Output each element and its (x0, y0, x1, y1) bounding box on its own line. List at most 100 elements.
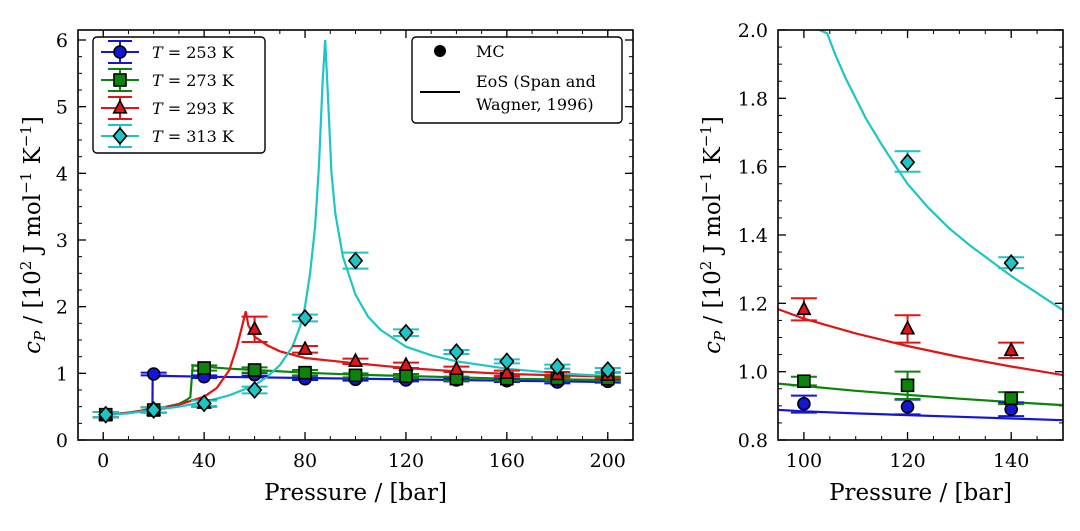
y-axis-label-part: P (31, 330, 49, 342)
legend-label: T = 313 K (152, 127, 235, 146)
legend-label: T = 273 K (152, 71, 235, 90)
eos-line (819, 30, 1063, 312)
plot-area (92, 39, 621, 424)
data-point (797, 374, 811, 389)
y-tick-label: 1.8 (738, 88, 768, 110)
axes-frame (77, 29, 634, 441)
legend-eos-label-1: EoS (Span and (476, 72, 596, 91)
eos-line (103, 39, 608, 417)
data-point (146, 400, 162, 420)
x-tick-label: 160 (489, 450, 525, 472)
y-axis-label-part: J mol (20, 194, 46, 261)
data-point (197, 361, 211, 375)
data-point (399, 369, 413, 383)
data-point (900, 400, 915, 414)
method-legend-box (411, 36, 623, 124)
plot-area (778, 30, 1063, 422)
y-tick-label: 1.0 (738, 362, 768, 384)
data-point (246, 320, 263, 335)
y-tick-label: 3 (56, 230, 68, 252)
y-tick-label: 0.8 (738, 430, 768, 452)
legend-var: T (152, 127, 164, 146)
data-point (398, 323, 414, 342)
y-axis-label-part: c (700, 341, 726, 354)
data-point (499, 364, 515, 379)
series-legend-box (92, 36, 266, 154)
y-tick-label: 5 (56, 97, 68, 119)
legend-marker (113, 45, 127, 59)
y-axis-label-part: K (700, 146, 726, 171)
data-point (900, 378, 915, 393)
y-tick-label: 4 (56, 163, 68, 185)
y-tick-label: 1.6 (738, 157, 768, 179)
legend-mc-label: MC (476, 42, 505, 61)
axes-frame (777, 29, 1064, 441)
y-axis-label-part: K (20, 146, 46, 171)
data-point (899, 153, 916, 172)
data-point (499, 352, 515, 371)
y-axis-label-part: −1 (17, 172, 35, 194)
legend-var: T (152, 99, 164, 118)
x-tick-label: 120 (889, 450, 925, 472)
data-point (196, 394, 212, 413)
data-point (600, 360, 616, 380)
data-point (549, 357, 565, 376)
legend-val: = 253 K (163, 43, 235, 62)
data-point (297, 308, 313, 328)
y-axis-label-part: P (711, 330, 729, 342)
zoom-panel: 100 120 140 0.8 1.0 1.2 1.4 1.6 1.8 2.0 Pressure /… (697, 20, 1064, 506)
x-tick-label: 0 (97, 450, 109, 472)
data-point (899, 320, 916, 335)
y-axis-label-part: −1 (697, 172, 715, 194)
x-tick-label: 80 (293, 450, 317, 472)
data-point (246, 380, 263, 400)
x-tick-label: 40 (192, 450, 216, 472)
y-tick-label: 1.4 (738, 225, 768, 247)
main-panel: 0 40 80 120 160 200 0 1 2 3 4 5 6 Pressure / [bar] cP … (17, 29, 634, 506)
y-tick-label: 2 (56, 297, 68, 319)
y-axis-label-part: / [10 (700, 270, 726, 331)
y-axis-label-part: ] (700, 116, 726, 125)
x-tick-label: 100 (786, 450, 822, 472)
data-point (348, 368, 363, 383)
x-tick-label: 200 (590, 450, 626, 472)
data-point (448, 360, 465, 375)
legend-var: T (152, 43, 164, 62)
legend-var: T (152, 71, 164, 90)
data-point (347, 352, 364, 367)
y-axis-label-part: 2 (17, 261, 35, 271)
y-axis-label-part: 2 (697, 261, 715, 271)
data-point (448, 342, 465, 362)
data-point (796, 300, 812, 316)
y-axis-label: cP / [102 J mol−1 K−1] (697, 116, 729, 354)
data-point (247, 363, 262, 377)
y-axis-label-part: −1 (697, 125, 715, 147)
y-axis-label-part: J mol (700, 194, 726, 261)
legend-val: = 293 K (163, 99, 235, 118)
legend-eos-label-2: Wagner, 1996) (476, 95, 594, 114)
data-point (1004, 391, 1018, 406)
data-point (347, 251, 364, 270)
legend-label: T = 253 K (152, 43, 235, 62)
x-tick-label: 120 (388, 450, 424, 472)
data-point (146, 367, 161, 381)
y-tick-label: 2.0 (738, 20, 768, 42)
data-point (1003, 341, 1019, 357)
y-axis-label-part: −1 (17, 125, 35, 147)
y-tick-label: 1.2 (738, 293, 768, 315)
y-axis-label-part: c (20, 341, 46, 354)
legend-marker (113, 73, 127, 87)
y-axis-label-part: ] (20, 116, 46, 125)
x-axis-label: Pressure / [bar] (264, 480, 447, 506)
x-tick-label: 140 (993, 450, 1029, 472)
legend-val: = 313 K (163, 127, 235, 146)
data-point (298, 365, 312, 380)
x-axis-label: Pressure / [bar] (829, 480, 1012, 506)
y-tick-label: 6 (56, 30, 68, 52)
y-tick-label: 1 (56, 363, 68, 385)
legend-mc-marker (434, 45, 446, 57)
data-point (797, 396, 811, 411)
legend-label: T = 293 K (152, 99, 235, 118)
data-point (297, 340, 313, 355)
